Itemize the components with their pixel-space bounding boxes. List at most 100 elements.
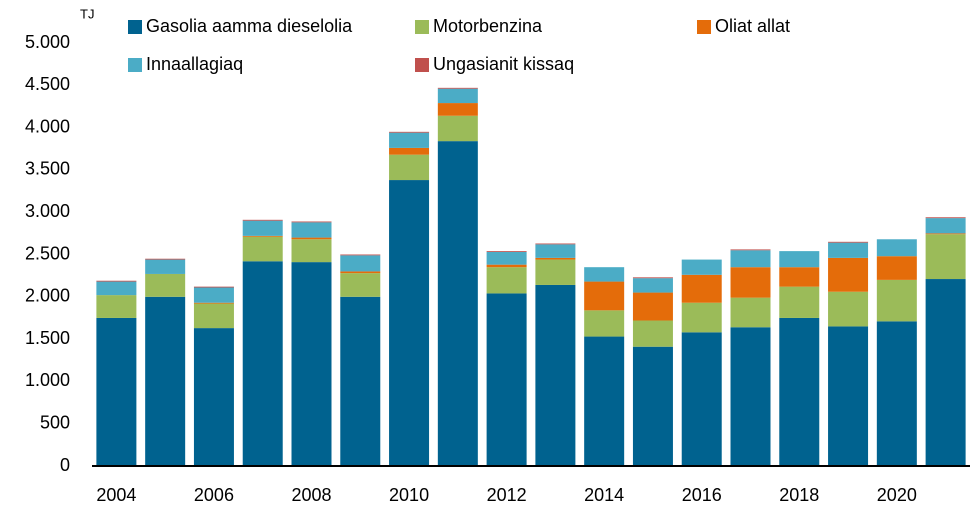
bar-segment bbox=[291, 262, 332, 466]
x-tick-label: 2008 bbox=[291, 485, 331, 505]
y-tick-label: 4.500 bbox=[25, 74, 70, 94]
bar-segment bbox=[486, 264, 527, 268]
bar-segment bbox=[779, 317, 820, 466]
legend-swatch bbox=[415, 58, 429, 72]
bar-segment bbox=[876, 321, 917, 466]
bar-segment bbox=[437, 115, 478, 142]
bar-segment bbox=[389, 131, 430, 133]
y-tick-label: 0 bbox=[60, 455, 70, 475]
bar-segment bbox=[584, 267, 625, 282]
y-tick-label: 1.500 bbox=[25, 328, 70, 348]
x-tick-label: 2016 bbox=[682, 485, 722, 505]
bar-segment bbox=[584, 310, 625, 337]
bar-segment bbox=[779, 286, 820, 318]
legend-swatch bbox=[415, 20, 429, 34]
bar-segment bbox=[925, 218, 966, 234]
bar-segment bbox=[145, 296, 186, 466]
bar-segment bbox=[486, 251, 527, 265]
bar-segment bbox=[389, 132, 430, 148]
bar-segment bbox=[828, 291, 869, 327]
bar-segment bbox=[584, 281, 625, 311]
bar-segment bbox=[730, 250, 771, 268]
bar-segment bbox=[145, 273, 186, 297]
bar-segment bbox=[437, 88, 478, 104]
legend-label: Ungasianit kissaq bbox=[433, 54, 574, 74]
bar-segment bbox=[242, 219, 283, 221]
bar-segment bbox=[681, 302, 722, 333]
bar-segment bbox=[242, 261, 283, 466]
bar-segment bbox=[242, 236, 283, 262]
legend-label: Innaallagiaq bbox=[146, 54, 243, 74]
bar-segment bbox=[340, 271, 381, 274]
bar-segment bbox=[632, 292, 673, 321]
bar-segment bbox=[535, 244, 576, 258]
bar-segment bbox=[730, 327, 771, 466]
legend-swatch bbox=[128, 58, 142, 72]
bar-segment bbox=[925, 217, 966, 219]
bar-segment bbox=[779, 267, 820, 287]
y-tick-label: 4.000 bbox=[25, 116, 70, 136]
bar-segment bbox=[681, 274, 722, 303]
bar-segment bbox=[779, 251, 820, 268]
legend-label: Motorbenzina bbox=[433, 16, 543, 36]
y-axis-label: TJ bbox=[80, 6, 94, 21]
bar-segment bbox=[242, 220, 283, 236]
bar-segment bbox=[291, 222, 332, 238]
bar-segment bbox=[730, 267, 771, 298]
bar-segment bbox=[437, 141, 478, 467]
bar-segment bbox=[340, 254, 381, 256]
bar-segment bbox=[828, 326, 869, 466]
bar-segment bbox=[925, 279, 966, 466]
bar-segment bbox=[535, 257, 576, 260]
bar-segment bbox=[828, 242, 869, 258]
bar-segment bbox=[632, 320, 673, 347]
bar-segment bbox=[291, 221, 332, 223]
bar-segment bbox=[632, 278, 673, 293]
y-tick-label: 3.500 bbox=[25, 159, 70, 179]
bar-segment bbox=[96, 280, 137, 282]
bar-segment bbox=[876, 239, 917, 257]
bar-segment bbox=[193, 286, 234, 288]
bar-segment bbox=[828, 241, 869, 243]
bar-segment bbox=[340, 296, 381, 466]
y-tick-label: 5.000 bbox=[25, 32, 70, 52]
y-tick-label: 1.000 bbox=[25, 370, 70, 390]
bar-segment bbox=[389, 180, 430, 466]
x-tick-label: 2014 bbox=[584, 485, 624, 505]
x-tick-label: 2020 bbox=[877, 485, 917, 505]
bar-segment bbox=[730, 297, 771, 328]
bar-segment bbox=[486, 293, 527, 466]
bar-segment bbox=[242, 235, 283, 237]
bar-segment bbox=[96, 281, 137, 296]
bar-segment bbox=[486, 267, 527, 294]
bar-segment bbox=[486, 251, 527, 252]
bar-segment bbox=[876, 279, 917, 322]
bar-segment bbox=[925, 233, 966, 235]
bar-segment bbox=[437, 103, 478, 116]
bar-segment bbox=[96, 317, 137, 466]
y-tick-label: 3.000 bbox=[25, 201, 70, 221]
bar-segment bbox=[584, 336, 625, 466]
bar-segment bbox=[535, 243, 576, 245]
bar-segment bbox=[145, 259, 186, 274]
x-tick-label: 2010 bbox=[389, 485, 429, 505]
bar-segment bbox=[291, 239, 332, 263]
bar-segment bbox=[193, 302, 234, 304]
legend-label: Gasolia aamma dieselolia bbox=[146, 16, 353, 36]
bar-segment bbox=[291, 237, 332, 240]
bar-segment bbox=[340, 273, 381, 297]
y-tick-label: 500 bbox=[40, 412, 70, 432]
bar-segment bbox=[828, 257, 869, 292]
bar-segment bbox=[632, 346, 673, 466]
bar-segment bbox=[193, 303, 234, 329]
bar-segment bbox=[876, 256, 917, 280]
bar-segment bbox=[193, 287, 234, 303]
bar-segment bbox=[437, 87, 478, 89]
y-tick-label: 2.500 bbox=[25, 243, 70, 263]
bar-segment bbox=[925, 234, 966, 280]
y-tick-label: 2.000 bbox=[25, 286, 70, 306]
bar-segment bbox=[535, 259, 576, 285]
bar-segment bbox=[535, 284, 576, 466]
bar-segment bbox=[389, 147, 430, 155]
